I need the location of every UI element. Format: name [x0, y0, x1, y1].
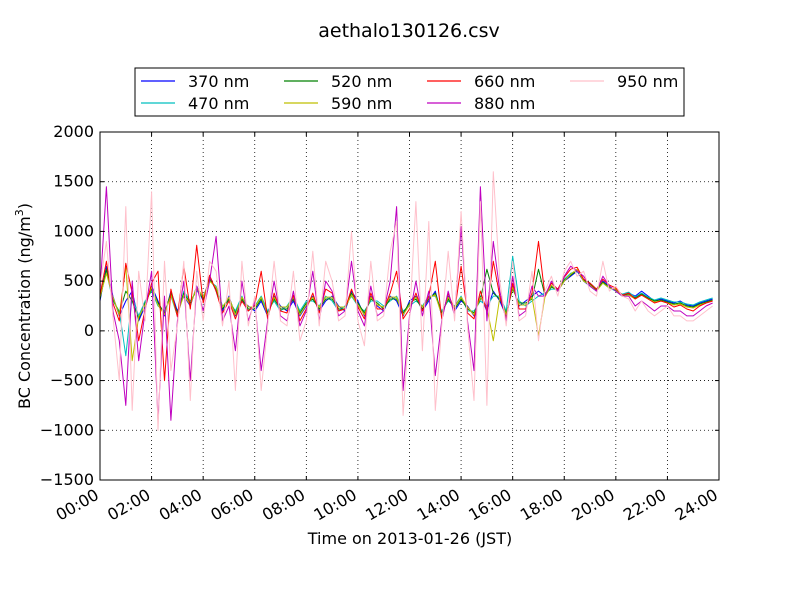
legend-label: 470 nm	[188, 94, 249, 113]
series-line-660-nm	[100, 240, 713, 382]
y-axis-label-end: )	[15, 203, 34, 209]
series-line-470-nm	[100, 255, 713, 357]
axis-ticks	[99, 131, 720, 481]
y-tick-label: −1500	[40, 470, 94, 489]
x-tick-label: 22:00	[620, 485, 669, 525]
y-tick-label: 2000	[53, 122, 94, 141]
series-lines	[100, 171, 713, 431]
x-tick-label: 06:00	[207, 485, 256, 525]
x-tick-label: 20:00	[568, 485, 617, 525]
x-tick-label: 10:00	[310, 485, 359, 525]
legend-label: 520 nm	[331, 72, 392, 91]
x-tick-labels: 00:00 02:00 04:00 06:00 08:00 10:00 12:00 14:00…	[53, 485, 721, 525]
legend-label: 660 nm	[474, 72, 535, 91]
series-line-950-nm	[100, 171, 713, 431]
y-tick-label: 1000	[53, 221, 94, 240]
y-tick-labels: −1500 −1000 −500 0 500 1000 1500 2000	[40, 122, 94, 489]
legend-label: 880 nm	[474, 94, 535, 113]
y-axis-label-main: BC Concentration (ng/m	[15, 216, 34, 409]
y-tick-label: −1000	[40, 420, 94, 439]
legend: 370 nm 470 nm 520 nm 590 nm 660 nm 880 nm 950 …	[141, 72, 678, 113]
chart-title: aethalo130126.csv	[318, 20, 500, 42]
legend-box	[134, 67, 685, 117]
legend-label: 370 nm	[188, 72, 249, 91]
y-axis-label-sup: 3	[13, 209, 26, 216]
legend-label: 950 nm	[617, 72, 678, 91]
y-tick-label: 1500	[53, 172, 94, 191]
legend-label: 590 nm	[331, 94, 392, 113]
x-tick-label: 16:00	[465, 485, 514, 525]
series-line-880-nm	[100, 186, 713, 421]
x-tick-label: 04:00	[156, 485, 205, 525]
y-tick-label: 500	[63, 271, 94, 290]
y-axis-label: BC Concentration (ng/m3)	[13, 203, 34, 409]
x-tick-label: 14:00	[414, 485, 463, 525]
x-tick-label: 08:00	[259, 485, 308, 525]
x-axis-label: Time on 2013-01-26 (JST)	[307, 529, 512, 548]
x-tick-label: 00:00	[53, 485, 102, 525]
x-tick-label: 18:00	[517, 485, 566, 525]
x-tick-label: 02:00	[104, 485, 153, 525]
x-tick-label: 24:00	[672, 485, 721, 525]
y-tick-label: 0	[84, 321, 94, 340]
y-tick-label: −500	[50, 371, 94, 390]
x-tick-label: 12:00	[362, 485, 411, 525]
